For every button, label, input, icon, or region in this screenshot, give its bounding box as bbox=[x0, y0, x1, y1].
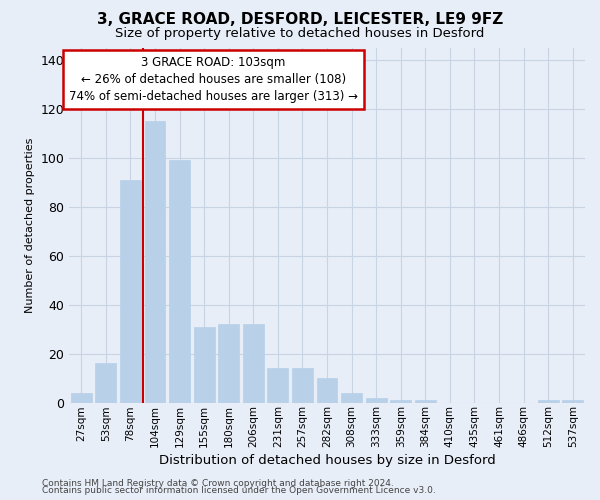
Bar bbox=[243, 324, 264, 402]
Text: Size of property relative to detached houses in Desford: Size of property relative to detached ho… bbox=[115, 28, 485, 40]
Bar bbox=[390, 400, 411, 402]
Bar bbox=[415, 400, 436, 402]
Bar bbox=[145, 121, 166, 402]
Bar bbox=[194, 326, 215, 402]
Bar bbox=[341, 392, 362, 402]
X-axis label: Distribution of detached houses by size in Desford: Distribution of detached houses by size … bbox=[158, 454, 496, 468]
Bar bbox=[218, 324, 239, 402]
Bar bbox=[365, 398, 386, 402]
Bar bbox=[317, 378, 337, 402]
Text: Contains HM Land Registry data © Crown copyright and database right 2024.: Contains HM Land Registry data © Crown c… bbox=[42, 478, 394, 488]
Text: 3, GRACE ROAD, DESFORD, LEICESTER, LE9 9FZ: 3, GRACE ROAD, DESFORD, LEICESTER, LE9 9… bbox=[97, 12, 503, 28]
Bar bbox=[292, 368, 313, 402]
Bar bbox=[268, 368, 289, 402]
Text: 3 GRACE ROAD: 103sqm
← 26% of detached houses are smaller (108)
74% of semi-deta: 3 GRACE ROAD: 103sqm ← 26% of detached h… bbox=[69, 56, 358, 104]
Bar bbox=[120, 180, 141, 402]
Bar bbox=[71, 392, 92, 402]
Bar bbox=[95, 364, 116, 403]
Bar bbox=[562, 400, 583, 402]
Y-axis label: Number of detached properties: Number of detached properties bbox=[25, 138, 35, 312]
Bar bbox=[169, 160, 190, 402]
Text: Contains public sector information licensed under the Open Government Licence v3: Contains public sector information licen… bbox=[42, 486, 436, 495]
Bar bbox=[538, 400, 559, 402]
